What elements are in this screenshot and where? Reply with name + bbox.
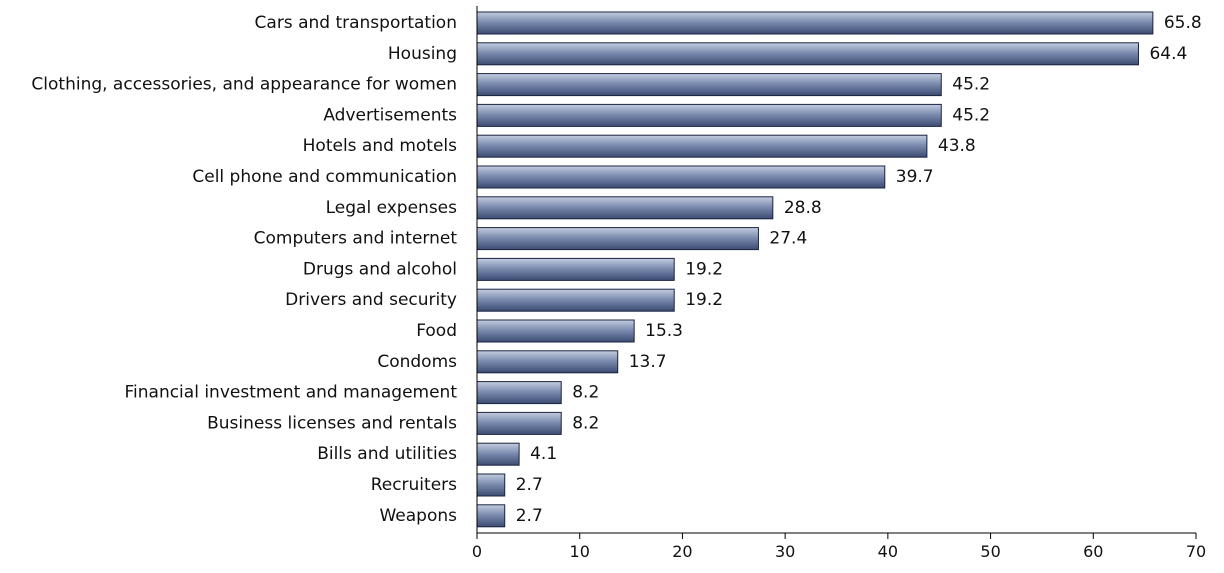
bar: [476, 350, 619, 374]
category-label: Legal expenses: [326, 198, 458, 218]
value-label: 27.4: [769, 229, 807, 249]
value-label: 65.8: [1164, 13, 1202, 33]
bar: [476, 257, 675, 281]
category-label: Drivers and security: [285, 290, 457, 310]
category-label: Condoms: [377, 352, 457, 372]
value-label: 2.7: [516, 506, 543, 526]
category-label: Housing: [388, 44, 457, 64]
bar: [476, 134, 928, 158]
axes-group: 0 10 20 30 40 50 60 70: [472, 6, 1206, 561]
bar: [476, 42, 1139, 66]
x-tick-label: 30: [775, 542, 795, 561]
value-label: 28.8: [784, 198, 822, 218]
category-label: Weapons: [379, 506, 457, 526]
value-label: 2.7: [516, 475, 543, 495]
x-tick-label: 0: [472, 542, 482, 561]
bar: [476, 473, 506, 497]
category-label: Business licenses and rentals: [207, 413, 457, 433]
category-label: Advertisements: [323, 105, 457, 125]
value-label: 8.2: [572, 413, 599, 433]
value-labels-group: 65.8 64.4 45.2 45.2 43.839.7 28.8 27.4 19.2 19.2…: [516, 13, 1202, 526]
bar: [476, 103, 942, 127]
bar: [476, 442, 520, 466]
bar: [476, 288, 675, 312]
x-tick-label: 10: [570, 542, 590, 561]
bars-group: [476, 11, 1154, 528]
value-label: 8.2: [572, 383, 599, 403]
category-label: Cell phone and communication: [192, 167, 457, 187]
category-label: Cars and transportation: [255, 13, 457, 33]
value-label: 64.4: [1149, 44, 1187, 64]
bar: [476, 73, 942, 97]
value-label: 15.3: [645, 321, 683, 341]
x-tick-label: 70: [1186, 542, 1206, 561]
x-tick-label: 20: [672, 542, 692, 561]
value-label: 43.8: [938, 136, 976, 156]
category-label: Computers and internet: [254, 229, 458, 249]
bar: [476, 227, 759, 251]
bar: [476, 165, 886, 189]
category-label: Financial investment and management: [124, 383, 457, 403]
category-label: Food: [416, 321, 457, 341]
category-label: Hotels and motels: [303, 136, 457, 156]
bar: [476, 504, 506, 528]
bar: [476, 381, 562, 405]
bar: [476, 411, 562, 435]
value-label: 45.2: [952, 105, 990, 125]
x-tick-label: 50: [980, 542, 1000, 561]
category-label: Recruiters: [371, 475, 457, 495]
category-labels-group: Cars and transportation Housing Clothing, …: [31, 13, 457, 526]
bar: [476, 11, 1154, 35]
x-tick-label: 60: [1083, 542, 1103, 561]
value-label: 39.7: [896, 167, 934, 187]
value-label: 4.1: [530, 444, 557, 464]
bar: [476, 196, 774, 220]
value-label: 13.7: [629, 352, 667, 372]
value-label: 19.2: [685, 259, 723, 279]
category-label: Bills and utilities: [317, 444, 457, 464]
category-label: Clothing, accessories, and appearance fo…: [31, 75, 457, 95]
value-label: 19.2: [685, 290, 723, 310]
category-label: Drugs and alcohol: [303, 259, 457, 279]
bar: [476, 319, 635, 343]
x-tick-label: 40: [878, 542, 898, 561]
value-label: 45.2: [952, 75, 990, 95]
